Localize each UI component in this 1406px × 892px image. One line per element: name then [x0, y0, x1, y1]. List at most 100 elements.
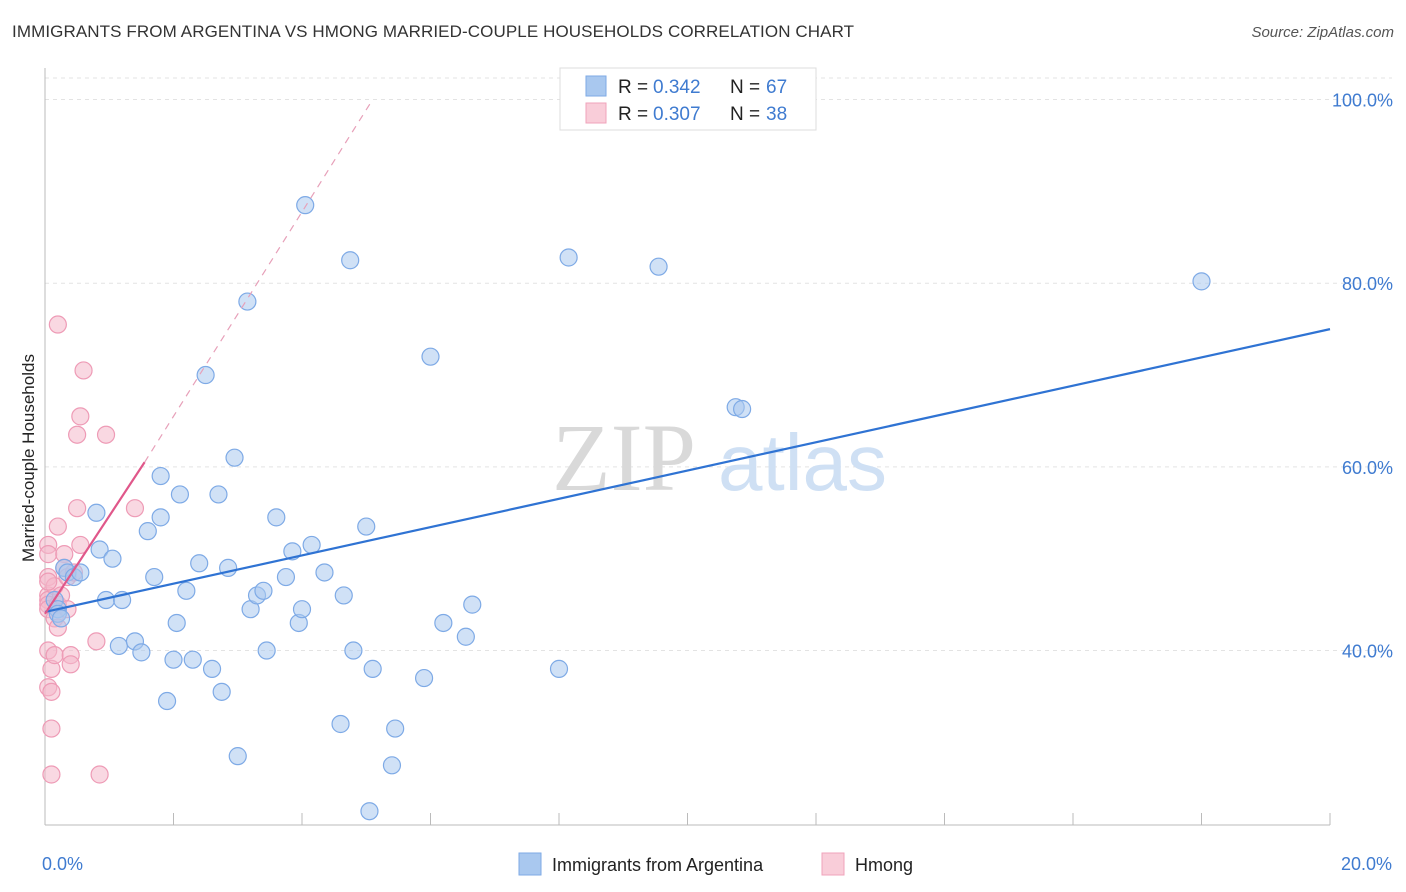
hmong-r-value: 0.307: [653, 104, 701, 125]
argentina-point-8: [90, 540, 109, 559]
argentina-point-49: [344, 641, 363, 660]
y-tick-label-60: 60.0%: [1342, 458, 1393, 478]
argentina-point-6: [71, 563, 90, 582]
argentina-point-42: [292, 600, 312, 619]
hmong-point-9: [42, 765, 61, 784]
y-tick-label-100: 100.0%: [1332, 91, 1393, 111]
hmong-point-32: [74, 361, 93, 380]
argentina-legend-swatch: [585, 75, 607, 97]
argentina-point-64: [733, 399, 752, 419]
argentina-point-22: [170, 485, 190, 504]
argentina-point-10: [103, 549, 122, 568]
hmong-point-28: [68, 499, 87, 518]
argentina-point-18: [151, 508, 170, 527]
hmong-point-11: [42, 682, 61, 701]
hmong-trend-line: [44, 461, 146, 615]
argentina-point-38: [267, 508, 286, 527]
hmong-point-19: [48, 517, 67, 536]
hmong-point-37: [39, 572, 58, 591]
argentina-point-23: [177, 581, 196, 600]
argentina-point-55: [414, 668, 434, 688]
stats-legend: R = 0.342 N = 67 R = 0.307 N = 38: [559, 67, 817, 131]
hmong-point-30: [71, 407, 90, 426]
argentina-point-26: [196, 365, 215, 385]
argentina-point-31: [225, 448, 244, 467]
hmong-point-33: [87, 632, 106, 651]
hmong-point-36: [125, 499, 145, 518]
bottom-legend-hmong-swatch: [821, 852, 845, 876]
argentina-trend-line: [44, 328, 1331, 614]
argentina-point-16: [145, 567, 164, 587]
argentina-point-60: [549, 659, 569, 678]
argentina-point-50: [357, 517, 376, 536]
hmong-point-10: [42, 719, 61, 738]
argentina-point-11: [109, 636, 128, 656]
argentina-point-24: [183, 650, 202, 669]
argentina-point-32: [228, 747, 247, 766]
argentina-r-value: 0.342: [653, 77, 701, 98]
hmong-n-value: 38: [766, 104, 787, 125]
bottom-legend: Immigrants from Argentina Hmong: [518, 852, 913, 876]
argentina-point-14: [132, 643, 151, 662]
hmong-r-label: R =: [618, 104, 648, 125]
axes: [44, 68, 1331, 826]
argentina-point-15: [138, 522, 157, 541]
y-axis-title: Married-couple Households: [19, 354, 38, 562]
watermark-zip: ZIP: [552, 404, 696, 511]
argentina-point-25: [190, 554, 209, 573]
x-tick-labels: 0.0% 20.0%: [42, 854, 1392, 874]
argentina-point-62: [649, 257, 668, 276]
trend-lines: [44, 99, 1331, 615]
argentina-point-51: [360, 802, 379, 821]
argentina-point-66: [51, 609, 71, 628]
argentina-point-45: [315, 563, 334, 582]
hmong-point-14: [45, 646, 64, 665]
y-tick-labels: 40.0% 60.0% 80.0% 100.0%: [1332, 91, 1393, 662]
chart-title: IMMIGRANTS FROM ARGENTINA VS HMONG MARRI…: [12, 22, 855, 41]
argentina-points: [45, 196, 1211, 821]
argentina-point-37: [257, 641, 276, 660]
argentina-point-48: [341, 251, 360, 270]
argentina-point-29: [212, 682, 231, 701]
argentina-point-54: [386, 719, 405, 738]
hmong-point-7: [39, 545, 58, 564]
argentina-point-17: [151, 466, 170, 486]
bottom-legend-argentina-label: Immigrants from Argentina: [552, 855, 764, 875]
argentina-point-36: [254, 581, 273, 600]
x-tick-label-min: 0.0%: [42, 854, 83, 874]
y-tick-label-40: 40.0%: [1342, 642, 1393, 662]
hmong-point-18: [48, 315, 67, 334]
argentina-point-7: [87, 503, 106, 522]
argentina-n-label: N =: [730, 77, 760, 98]
argentina-point-65: [1192, 272, 1211, 291]
hmong-point-31: [71, 535, 90, 555]
argentina-point-53: [382, 756, 402, 775]
argentina-point-39: [276, 567, 296, 587]
hmong-point-34: [90, 765, 109, 784]
chart-source: Source: ZipAtlas.com: [1251, 24, 1394, 41]
argentina-n-value: 67: [766, 77, 787, 98]
argentina-r-label: R =: [618, 77, 648, 98]
gridlines: [45, 77, 1392, 652]
argentina-point-47: [334, 586, 353, 605]
hmong-point-35: [96, 425, 116, 444]
argentina-point-58: [456, 627, 475, 646]
hmong-trend-extension: [144, 99, 374, 463]
argentina-point-52: [363, 659, 382, 678]
argentina-point-28: [209, 485, 228, 504]
argentina-point-56: [421, 347, 440, 366]
hmong-point-26: [61, 655, 80, 674]
bottom-legend-hmong-label: Hmong: [855, 855, 913, 875]
argentina-point-20: [164, 650, 183, 669]
argentina-point-61: [559, 248, 578, 267]
argentina-point-43: [296, 196, 315, 215]
argentina-point-57: [434, 613, 453, 633]
hmong-n-label: N =: [730, 104, 760, 125]
argentina-point-59: [463, 595, 482, 614]
argentina-point-27: [202, 659, 222, 678]
hmong-legend-swatch: [585, 102, 607, 124]
argentina-point-46: [331, 714, 350, 734]
y-tick-label-80: 80.0%: [1342, 274, 1393, 294]
hmong-point-29: [68, 425, 87, 444]
